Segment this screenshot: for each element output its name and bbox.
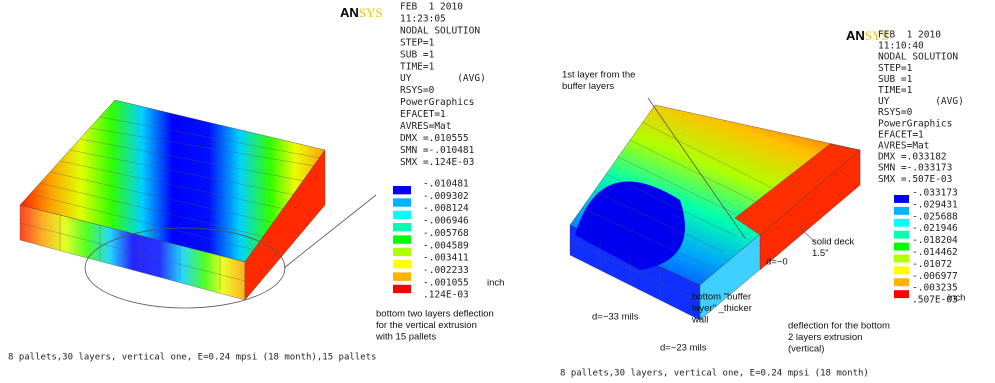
legend-label: -.014462	[912, 247, 958, 258]
logo: ANSYS	[340, 5, 383, 20]
logo-part: AN	[340, 5, 359, 20]
annotation: d=~23 mils	[660, 343, 707, 354]
info-line: STEP=1	[878, 63, 913, 74]
legend-swatch	[894, 255, 909, 263]
info-line: NODAL SOLUTION	[878, 52, 958, 63]
legend-label: -.008124	[423, 203, 469, 214]
info-line: TIME=1	[400, 61, 435, 72]
info-line: STEP=1	[400, 37, 435, 48]
annotation: for the vertical extrusion	[376, 320, 477, 331]
legend-swatch	[393, 248, 411, 256]
info-line: SUB =1	[878, 74, 913, 85]
annotation: with 15 pallets	[375, 332, 436, 343]
legend-swatch	[894, 231, 909, 239]
logo-part: AN	[846, 28, 865, 43]
info-line: TIME=1	[878, 85, 913, 96]
info-line: EFACET=1	[878, 129, 924, 140]
annotation: d=~33 mils	[592, 312, 639, 323]
legend-swatch	[393, 186, 411, 194]
legend-label: -.021946	[912, 223, 958, 234]
legend-label: -.004589	[423, 240, 469, 251]
annotation: (vertical)	[788, 344, 824, 355]
legend-swatch	[894, 266, 909, 274]
info-line: SMX =.124E-03	[400, 157, 474, 168]
info-line: SUB =1	[400, 49, 435, 60]
info-line: AVRES=Mat	[400, 121, 451, 132]
annotation: deflection for the bottom	[788, 321, 890, 332]
legend-swatch	[894, 278, 909, 286]
legend-label: .124E-03	[423, 290, 469, 301]
info-line: FEB 1 2010	[878, 30, 941, 41]
legend-swatch	[393, 211, 411, 219]
unit-label: inch	[487, 278, 504, 289]
legend-label: -.025688	[912, 211, 958, 222]
legend-swatch	[894, 207, 909, 215]
info-line: AVRES=Mat	[878, 141, 929, 152]
annotation: d=~0	[766, 257, 788, 268]
legend-label: -.029431	[912, 199, 958, 210]
legend-label: -.002233	[423, 265, 469, 276]
annotation: wall	[691, 315, 708, 326]
screenshot: ANSYSFEB 1 201011:23:05NODAL SOLUTIONSTE…	[0, 0, 995, 383]
annotation: buffer layers	[562, 81, 614, 92]
legend-label: -.018204	[912, 235, 958, 246]
info-line: UY (AVG)	[878, 96, 964, 107]
fea-model	[570, 98, 860, 320]
unit-label: inch	[948, 293, 965, 304]
legend-label: -.033173	[912, 188, 958, 199]
legend-label: -.01072	[912, 259, 952, 270]
info-line: NODAL SOLUTION	[400, 25, 480, 36]
info-line: SMX =.507E-03	[878, 174, 952, 185]
legend-swatch	[393, 223, 411, 231]
legend-label: -.001055	[423, 277, 469, 288]
legend-swatch	[393, 260, 411, 268]
info-line: SMN =-.010481	[400, 145, 475, 156]
legend-label: -.006946	[423, 216, 469, 227]
info-line: UY (AVG)	[400, 73, 486, 84]
legend-swatch	[894, 195, 909, 203]
legend-swatch	[393, 198, 411, 206]
legend-label: -.009302	[423, 191, 469, 202]
info-line: EFACET=1	[400, 109, 446, 120]
info-line: PowerGraphics	[878, 118, 952, 129]
legend-swatch	[393, 272, 411, 280]
info-line: RSYS=0	[400, 85, 435, 96]
legend-swatch	[393, 285, 411, 293]
annotation: bottom "buffer	[692, 292, 751, 303]
caption: 8 pallets,30 layers, vertical one, E=0.2…	[560, 369, 869, 379]
legend-label: -.010481	[423, 179, 469, 190]
info-line: DMX =.033182	[878, 152, 947, 163]
info-line: FEB 1 2010	[400, 2, 463, 13]
annotation: 2 layers extrusion	[788, 332, 862, 343]
info-line: RSYS=0	[878, 107, 913, 118]
info-line: PowerGraphics	[400, 97, 474, 108]
fea-model	[20, 100, 376, 308]
info-line: 11:10:40	[878, 41, 924, 52]
legend-swatch	[393, 235, 411, 243]
legend-label: -.005768	[423, 228, 469, 239]
info-line: SMN =-.033173	[878, 163, 952, 174]
legend-label: -.003411	[423, 253, 469, 264]
annotation: 1.5"	[812, 248, 829, 259]
info-line: DMX =.010555	[400, 133, 469, 144]
legend-label: -.006977	[912, 271, 958, 282]
annotation: 1st layer from the	[562, 70, 635, 81]
annotation: bottom two layers deflection	[376, 309, 494, 320]
annotation: layer" _thicker	[692, 303, 752, 314]
annotation: solid deck	[812, 237, 854, 248]
legend-swatch	[894, 290, 909, 298]
caption: 8 pallets,30 layers, vertical one, E=0.2…	[8, 353, 376, 363]
legend-swatch	[894, 243, 909, 251]
legend-swatch	[894, 219, 909, 227]
info-line: 11:23:05	[400, 13, 446, 24]
logo-part: SYS	[359, 5, 383, 20]
